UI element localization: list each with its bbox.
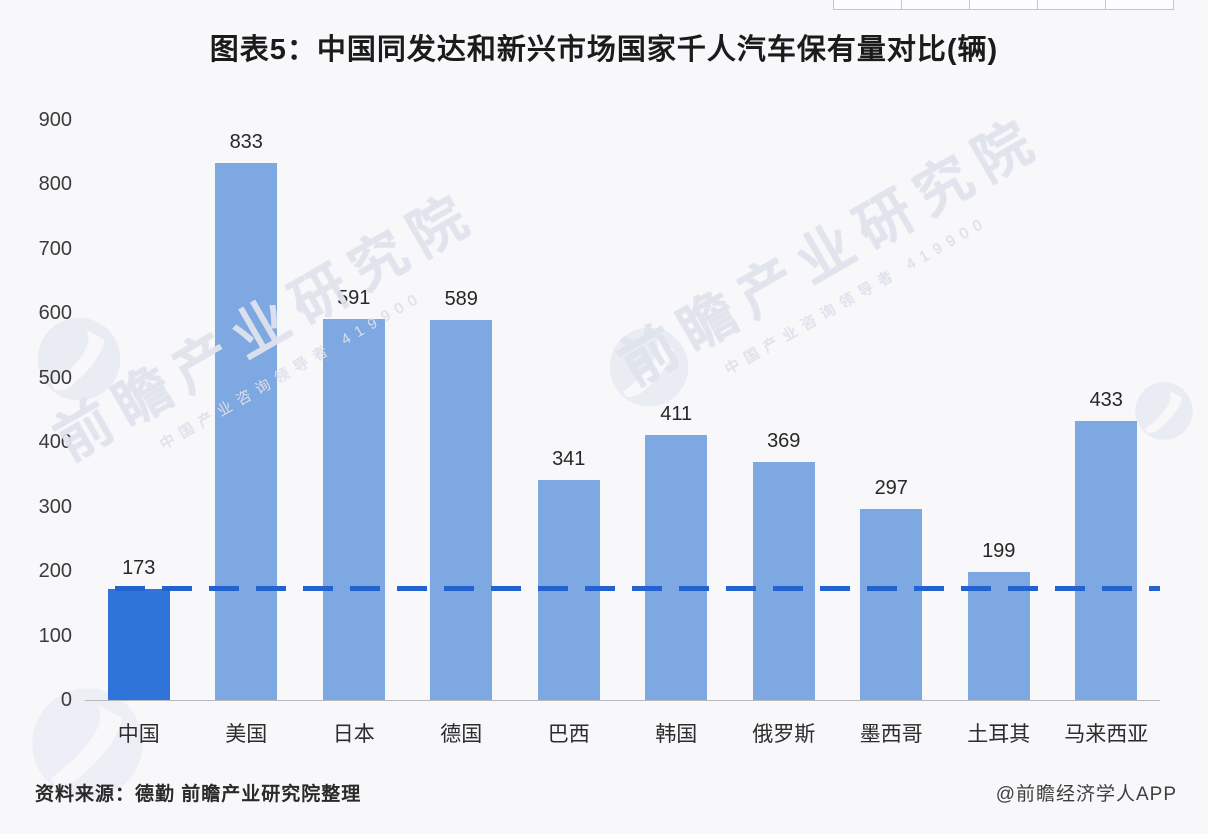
bar-日本	[322, 319, 385, 700]
bar-土耳其	[967, 571, 1030, 700]
bar-group: 589 德国	[408, 120, 516, 746]
bar-value-label: 833	[229, 131, 263, 154]
x-axis-category-label: 美国	[225, 723, 268, 746]
y-axis-tick-label: 400	[38, 431, 72, 454]
y-axis-tick-label: 700	[38, 237, 72, 260]
bar-value-label: 297	[874, 476, 908, 499]
bar-value-label: 411	[660, 403, 693, 426]
bar-value-label: 173	[122, 556, 156, 579]
cropped-table-cell	[970, 0, 1038, 9]
x-axis-category-label: 巴西	[547, 723, 590, 746]
x-axis-line	[85, 700, 1160, 701]
bar-美国	[215, 163, 278, 700]
bar-group: 297 墨西哥	[838, 120, 946, 746]
bar-value-label: 591	[337, 287, 371, 310]
x-axis-category-label: 德国	[440, 723, 483, 746]
bar-group: 341 巴西	[515, 120, 623, 746]
bar-value-label: 369	[767, 430, 801, 453]
credit-text: @前瞻经济学人APP	[995, 784, 1177, 805]
x-axis-category-label: 俄罗斯	[752, 723, 816, 746]
x-axis-category-label: 韩国	[655, 723, 698, 746]
bar-chart-plot-area: 173 中国 833 美国 591 日本 589 德国 341 巴西 411 韩国 369 俄罗斯 297 墨…	[85, 120, 1161, 746]
data-source-text: 资料来源：德勤 前瞻产业研究院整理	[35, 784, 362, 805]
bar-group: 591 日本	[300, 120, 408, 746]
bar-马来西亚	[1075, 420, 1138, 700]
bar-group: 411 韩国	[623, 120, 731, 746]
x-axis-category-label: 日本	[332, 723, 375, 746]
bar-value-label: 589	[444, 288, 478, 311]
cropped-table-cell	[902, 0, 970, 9]
chart-title: 图表5：中国同发达和新兴市场国家千人汽车保有量对比(辆)	[209, 34, 999, 66]
y-axis-tick-label: 500	[38, 366, 72, 389]
y-axis-tick-label: 300	[38, 495, 72, 518]
x-axis-category-label: 土耳其	[967, 723, 1031, 746]
bar-group: 199 土耳其	[945, 120, 1053, 746]
y-axis: 0 100 200 300 400 500 600 700 800 900	[0, 109, 72, 711]
cropped-table-cell	[1106, 0, 1173, 9]
cropped-table-strip	[833, 0, 1174, 10]
bar-value-label: 433	[1089, 388, 1123, 411]
bar-group: 433 马来西亚	[1053, 120, 1161, 746]
y-axis-tick-label: 800	[38, 173, 72, 196]
y-axis-tick-label: 200	[38, 560, 72, 583]
bar-group: 369 俄罗斯	[730, 120, 838, 746]
bar-group: 173 中国	[85, 120, 193, 746]
y-axis-tick-label: 900	[38, 109, 72, 131]
y-axis-tick-label: 600	[38, 302, 72, 325]
bar-value-label: 199	[982, 539, 1016, 562]
y-axis-tick-label: 0	[60, 689, 72, 711]
bar-value-label: 341	[552, 448, 586, 471]
bar-俄罗斯	[752, 462, 815, 700]
x-axis-category-label: 马来西亚	[1064, 723, 1149, 746]
bar-中国	[107, 588, 170, 700]
cropped-table-cell	[1038, 0, 1106, 9]
bar-德国	[430, 320, 493, 700]
bar-group: 833 美国	[193, 120, 301, 746]
y-axis-tick-label: 100	[38, 624, 72, 647]
bar-韩国	[645, 435, 708, 700]
cropped-table-cell	[834, 0, 902, 9]
reference-dashed-line	[115, 585, 1160, 591]
x-axis-category-label: 中国	[117, 723, 160, 746]
bar-墨西哥	[860, 508, 923, 700]
x-axis-category-label: 墨西哥	[859, 723, 923, 746]
